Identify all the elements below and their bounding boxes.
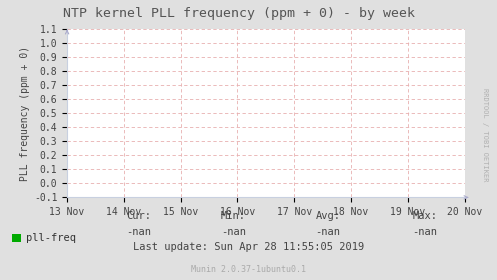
Text: Last update: Sun Apr 28 11:55:05 2019: Last update: Sun Apr 28 11:55:05 2019 [133, 242, 364, 252]
Text: Cur:: Cur: [127, 211, 152, 221]
Text: NTP kernel PLL frequency (ppm + 0) - by week: NTP kernel PLL frequency (ppm + 0) - by … [63, 7, 414, 20]
Y-axis label: PLL frequency (ppm + 0): PLL frequency (ppm + 0) [20, 46, 30, 181]
Text: Munin 2.0.37-1ubuntu0.1: Munin 2.0.37-1ubuntu0.1 [191, 265, 306, 274]
Text: -nan: -nan [221, 227, 246, 237]
Text: Max:: Max: [413, 211, 437, 221]
Text: -nan: -nan [316, 227, 340, 237]
Text: Min:: Min: [221, 211, 246, 221]
Text: -nan: -nan [413, 227, 437, 237]
Text: -nan: -nan [127, 227, 152, 237]
Text: pll-freq: pll-freq [26, 233, 76, 243]
Text: Avg:: Avg: [316, 211, 340, 221]
Text: RRDTOOL / TOBI OETIKER: RRDTOOL / TOBI OETIKER [482, 88, 488, 181]
